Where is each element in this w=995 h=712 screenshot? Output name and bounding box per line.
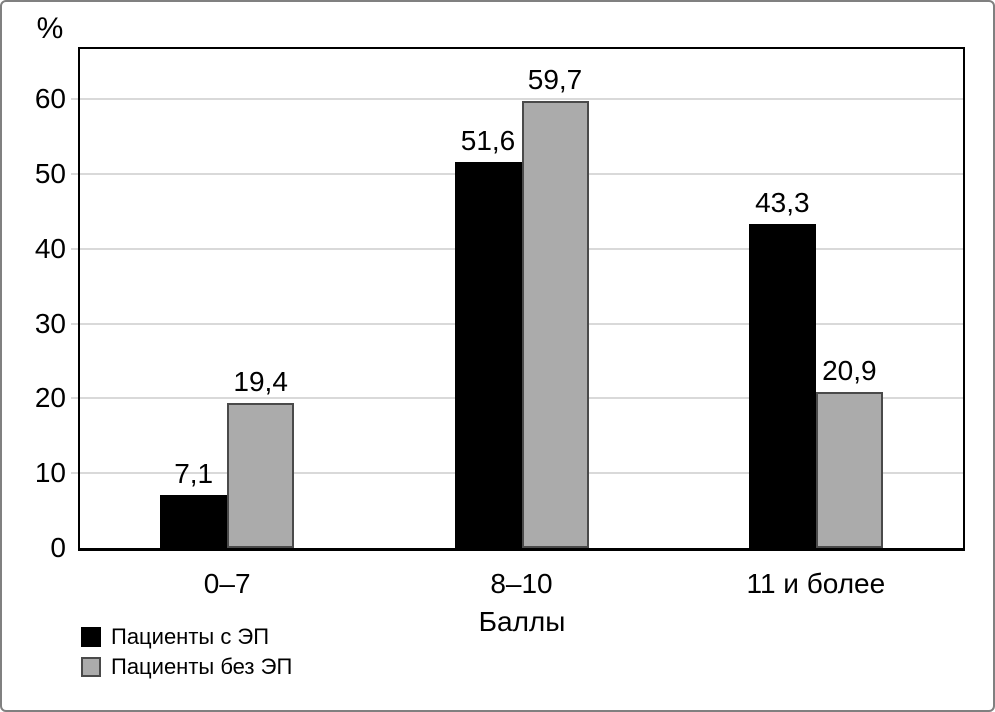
- bar-value-label: 20,9: [822, 354, 877, 386]
- bar-1-0: [227, 402, 295, 548]
- bar-value-label: 19,4: [233, 365, 288, 397]
- legend-item: Пациенты с ЭП: [81, 625, 292, 649]
- y-tick: [71, 98, 78, 101]
- gridline: [80, 98, 963, 101]
- bar-value-label: 43,3: [755, 187, 810, 219]
- legend-swatch: [81, 657, 101, 677]
- bar-1-2: [815, 391, 883, 548]
- bar-0-0: [160, 494, 228, 548]
- y-tick-label: 0: [50, 532, 66, 563]
- bar-value-label: 7,1: [174, 457, 214, 489]
- y-tick-label: 50: [34, 157, 66, 189]
- y-tick: [71, 397, 78, 400]
- y-tick: [71, 322, 78, 325]
- legend-label: Пациенты с ЭП: [111, 624, 270, 649]
- y-tick-label: 10: [34, 457, 66, 489]
- y-tick: [71, 247, 78, 250]
- y-tick: [71, 472, 78, 475]
- x-category-label: 8–10: [490, 568, 553, 599]
- bar-1-1: [521, 101, 589, 548]
- plot-area: 7,1 19,4 51,6 59,7 43,3 20,9: [71, 47, 965, 551]
- legend-item: Пациенты без ЭП: [81, 655, 292, 679]
- bar-0-1: [454, 161, 522, 548]
- x-category-label: 0–7: [203, 568, 251, 599]
- legend: Пациенты с ЭП Пациенты без ЭП: [81, 625, 292, 685]
- y-axis-unit-label: %: [36, 12, 64, 45]
- y-tick-label: 30: [34, 307, 66, 339]
- y-tick-label: 40: [34, 232, 66, 264]
- y-tick: [71, 172, 78, 175]
- legend-label: Пациенты без ЭП: [111, 654, 293, 679]
- x-axis-title: Баллы: [478, 606, 566, 637]
- bar-value-label: 51,6: [460, 124, 516, 156]
- bar-0-2: [748, 224, 816, 548]
- y-tick-label: 20: [34, 382, 66, 414]
- legend-swatch: [81, 627, 101, 647]
- x-category-label: 11 и более: [746, 568, 886, 599]
- bar-value-label: 59,7: [527, 64, 583, 96]
- y-tick-label: 60: [34, 83, 66, 115]
